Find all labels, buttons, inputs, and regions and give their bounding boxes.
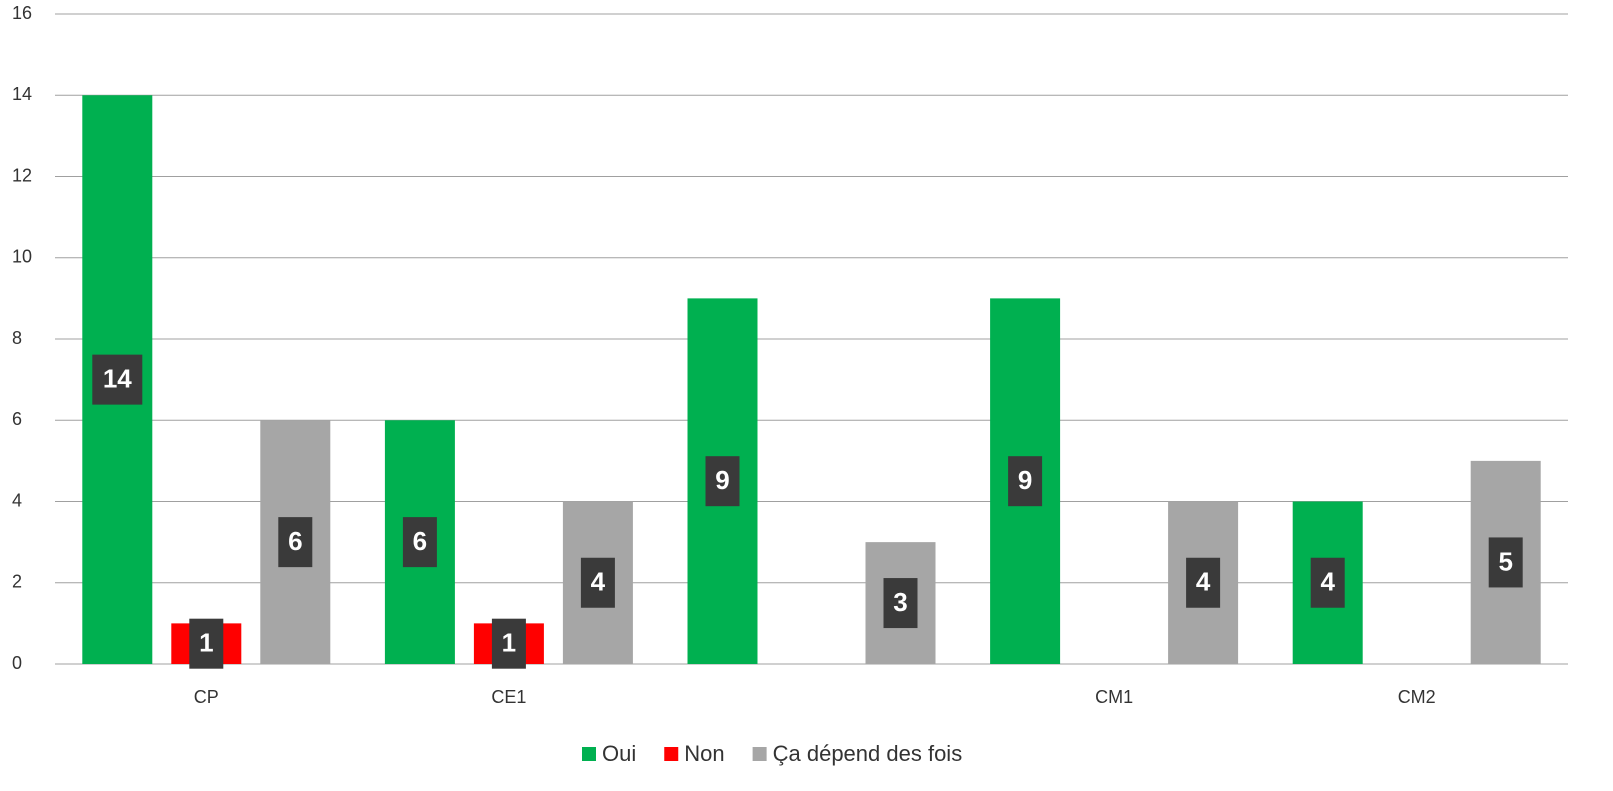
y-tick-label: 16 — [12, 3, 32, 23]
value-label-box — [491, 618, 526, 669]
legend-swatch — [752, 747, 767, 761]
value-label-box — [92, 354, 143, 405]
value-label-box — [1310, 557, 1345, 608]
value-label-box — [278, 517, 313, 568]
y-tick-label: 6 — [12, 409, 22, 429]
value-label: 4 — [1320, 567, 1335, 597]
x-tick-label: CM1 — [1095, 687, 1133, 707]
y-tick-label: 12 — [12, 165, 32, 185]
legend-swatch — [664, 747, 679, 761]
value-label-box — [1186, 557, 1221, 608]
value-label: 4 — [1196, 567, 1211, 597]
value-label-box — [883, 578, 918, 629]
value-label-box — [1008, 456, 1043, 507]
value-label: 14 — [103, 364, 132, 394]
value-label: 5 — [1498, 546, 1512, 576]
y-tick-label: 10 — [12, 247, 32, 267]
y-tick-label: 4 — [12, 490, 22, 510]
legend-label: Ça dépend des fois — [773, 741, 963, 766]
legend-swatch — [582, 747, 596, 761]
value-label-box — [402, 517, 437, 568]
legend-label: Non — [684, 741, 724, 766]
value-label-box — [189, 618, 224, 669]
value-label: 1 — [199, 628, 213, 658]
legend: Oui Non Ça dépend des fois — [582, 741, 962, 766]
value-label: 9 — [715, 465, 729, 495]
value-label-box — [1488, 537, 1523, 588]
value-label-box — [705, 456, 740, 507]
y-tick-label: 2 — [12, 572, 22, 592]
value-label-box — [580, 557, 615, 608]
value-label: 3 — [893, 587, 907, 617]
x-tick-label: CE1 — [491, 687, 526, 707]
value-label: 9 — [1018, 465, 1032, 495]
value-label: 1 — [502, 628, 516, 658]
value-label: 4 — [591, 567, 606, 597]
x-tick-label: CM2 — [1398, 687, 1436, 707]
legend-label: Oui — [602, 741, 636, 766]
y-tick-label: 8 — [12, 328, 22, 348]
y-tick-label: 14 — [12, 84, 32, 104]
y-tick-label: 0 — [12, 653, 22, 673]
value-label: 6 — [288, 526, 302, 556]
x-tick-label: CP — [194, 687, 219, 707]
value-label: 6 — [413, 526, 427, 556]
